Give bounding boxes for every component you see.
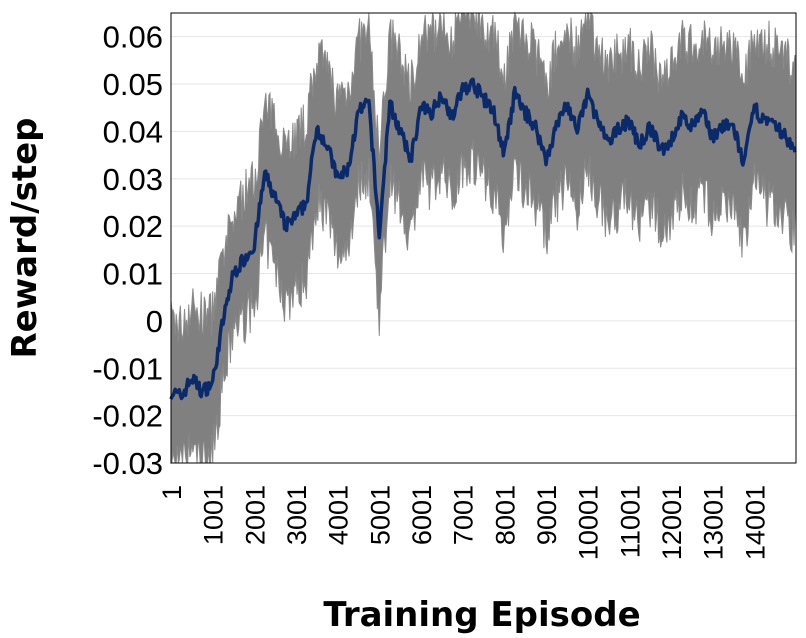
y-tick-label: 0.03 — [103, 162, 163, 197]
x-tick-label: 2001 — [240, 485, 270, 545]
y-tick-label: 0.04 — [103, 114, 163, 149]
x-tick-label: 5001 — [365, 485, 395, 545]
y-tick-label: -0.01 — [92, 351, 163, 386]
reward-spread-band — [170, 11, 796, 465]
y-axis-title: Reward/step — [5, 117, 45, 358]
x-tick-label: 3001 — [282, 485, 312, 545]
x-tick-label: 14001 — [740, 485, 770, 560]
y-tick-label: -0.02 — [92, 399, 163, 434]
y-tick-label: -0.03 — [92, 446, 163, 481]
y-tick-label: 0 — [146, 304, 163, 339]
x-tick-label: 11001 — [615, 485, 645, 558]
x-tick-label: 1001 — [199, 485, 229, 545]
x-tick-label: 13001 — [699, 485, 729, 560]
x-tick-label: 6001 — [407, 485, 437, 545]
y-tick-label: 0.06 — [103, 20, 163, 55]
y-tick-label: 0.05 — [103, 67, 163, 102]
y-tick-label: 0.01 — [103, 257, 163, 292]
x-axis-title: Training Episode — [323, 595, 640, 635]
x-tick-label: 8001 — [490, 485, 520, 545]
x-tick-label: 10001 — [574, 485, 604, 560]
x-tick-label: 7001 — [449, 485, 479, 545]
x-tick-label: 1 — [157, 485, 187, 500]
y-axis-ticks: 0.06 0.05 0.04 0.03 0.02 0.01 0 -0.01 -0.02 -0.03 — [92, 20, 163, 481]
y-tick-label: 0.02 — [103, 209, 163, 244]
x-tick-label: 4001 — [324, 485, 354, 545]
plot-area — [169, 11, 797, 465]
x-tick-label: 12001 — [657, 485, 687, 560]
plot-frame — [170, 12, 797, 464]
reward-mean-line — [169, 77, 797, 401]
x-tick-label: 9001 — [532, 485, 562, 545]
x-axis-ticks: 1 1001 2001 3001 4001 5001 6001 7001 8001 9001 100… — [157, 485, 770, 560]
